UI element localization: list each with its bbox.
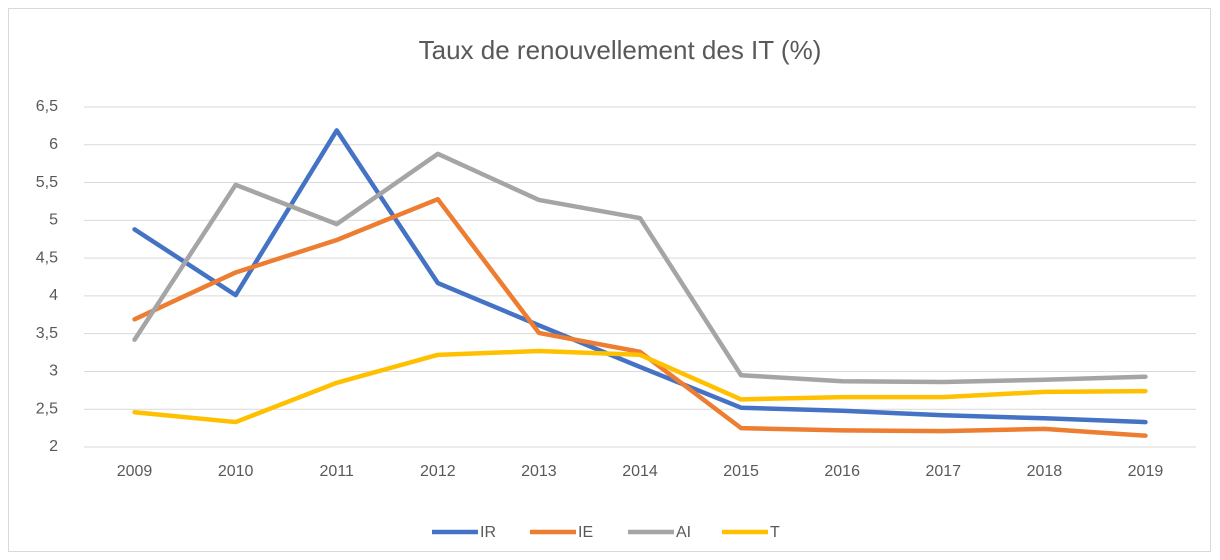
chart-title: Taux de renouvellement des IT (%): [419, 35, 822, 65]
x-tick-label: 2019: [1128, 463, 1164, 480]
series-line: [132, 196, 1148, 438]
y-tick-label: 6: [49, 136, 58, 153]
series-line: [132, 151, 1148, 385]
x-tick-label: 2010: [218, 463, 254, 480]
y-tick-label: 5: [49, 212, 58, 229]
legend-label: IR: [480, 524, 496, 541]
legend-label: AI: [676, 524, 691, 541]
x-tick-label: 2009: [117, 463, 153, 480]
y-tick-label: 3,5: [36, 325, 58, 342]
y-tick-label: 6,5: [36, 98, 58, 115]
legend-label: T: [770, 524, 780, 541]
series-line: [132, 348, 1148, 425]
x-tick-label: 2012: [420, 463, 456, 480]
x-tick-label: 2011: [320, 463, 355, 480]
x-tick-label: 2017: [925, 463, 961, 480]
x-tick-label: 2018: [1027, 463, 1063, 480]
x-tick-label: 2015: [723, 463, 759, 480]
y-tick-label: 4,5: [36, 249, 58, 266]
x-tick-label: 2014: [622, 463, 658, 480]
y-tick-label: 5,5: [36, 174, 58, 191]
y-tick-label: 3: [49, 363, 58, 380]
y-tick-label: 2: [49, 438, 58, 455]
legend-label: IE: [578, 524, 593, 541]
y-tick-label: 4: [49, 287, 58, 304]
y-tick-label: 2,5: [36, 400, 58, 417]
series-line: [132, 128, 1148, 425]
x-tick-label: 2016: [824, 463, 860, 480]
x-tick-label: 2013: [521, 463, 557, 480]
